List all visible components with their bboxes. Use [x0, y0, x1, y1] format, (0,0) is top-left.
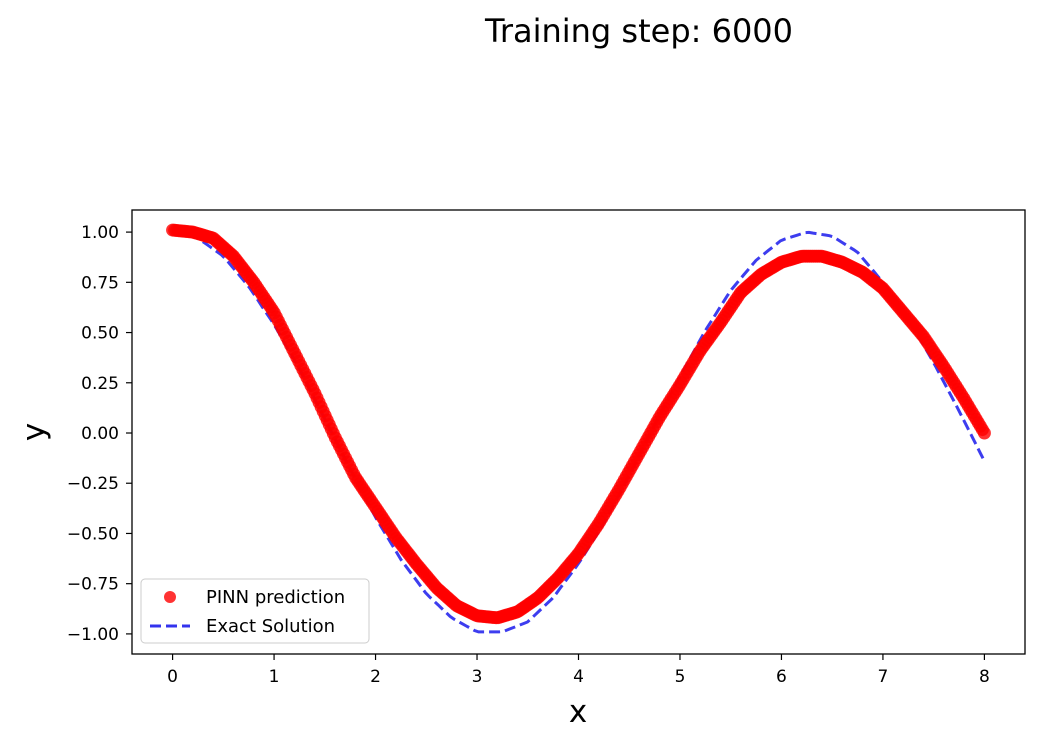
x-tick-label: 2	[370, 667, 381, 687]
pinn-prediction-series	[166, 223, 991, 625]
y-axis-label: y	[16, 423, 52, 441]
legend-label-exact: Exact Solution	[206, 616, 335, 637]
x-tick-label: 3	[472, 667, 483, 687]
x-tick-label: 8	[979, 667, 990, 687]
legend-label-pinn: PINN prediction	[206, 587, 345, 608]
y-tick-label: 0.50	[81, 324, 119, 344]
x-axis-label: x	[569, 694, 587, 730]
y-tick-label: 0.25	[81, 374, 119, 394]
y-tick-label: −0.25	[67, 474, 119, 494]
legend: PINN prediction Exact Solution	[140, 578, 370, 644]
y-tick-label: −0.75	[67, 575, 119, 595]
x-tick-label: 7	[878, 667, 889, 687]
x-tick-label: 6	[776, 667, 787, 687]
pinn-point	[977, 426, 991, 440]
legend-marker-pinn	[164, 591, 176, 603]
x-tick-label: 5	[675, 667, 686, 687]
y-tick-label: −1.00	[67, 625, 119, 645]
x-tick-label: 4	[573, 667, 584, 687]
x-axis: 0 1 2 3 4 5 6 7 8	[167, 654, 990, 687]
y-tick-label: 0.00	[81, 424, 119, 444]
y-tick-label: 1.00	[81, 223, 119, 243]
legend-box	[140, 578, 370, 644]
x-tick-label: 1	[269, 667, 280, 687]
y-tick-label: 0.75	[81, 273, 119, 293]
y-tick-label: −0.50	[67, 524, 119, 544]
figure-title: Training step: 6000	[484, 12, 793, 50]
x-tick-label: 0	[167, 667, 178, 687]
y-axis: 1.00 0.75 0.50 0.25 0.00 −0.25 −0.50 −0.75 −1.00	[67, 223, 132, 645]
